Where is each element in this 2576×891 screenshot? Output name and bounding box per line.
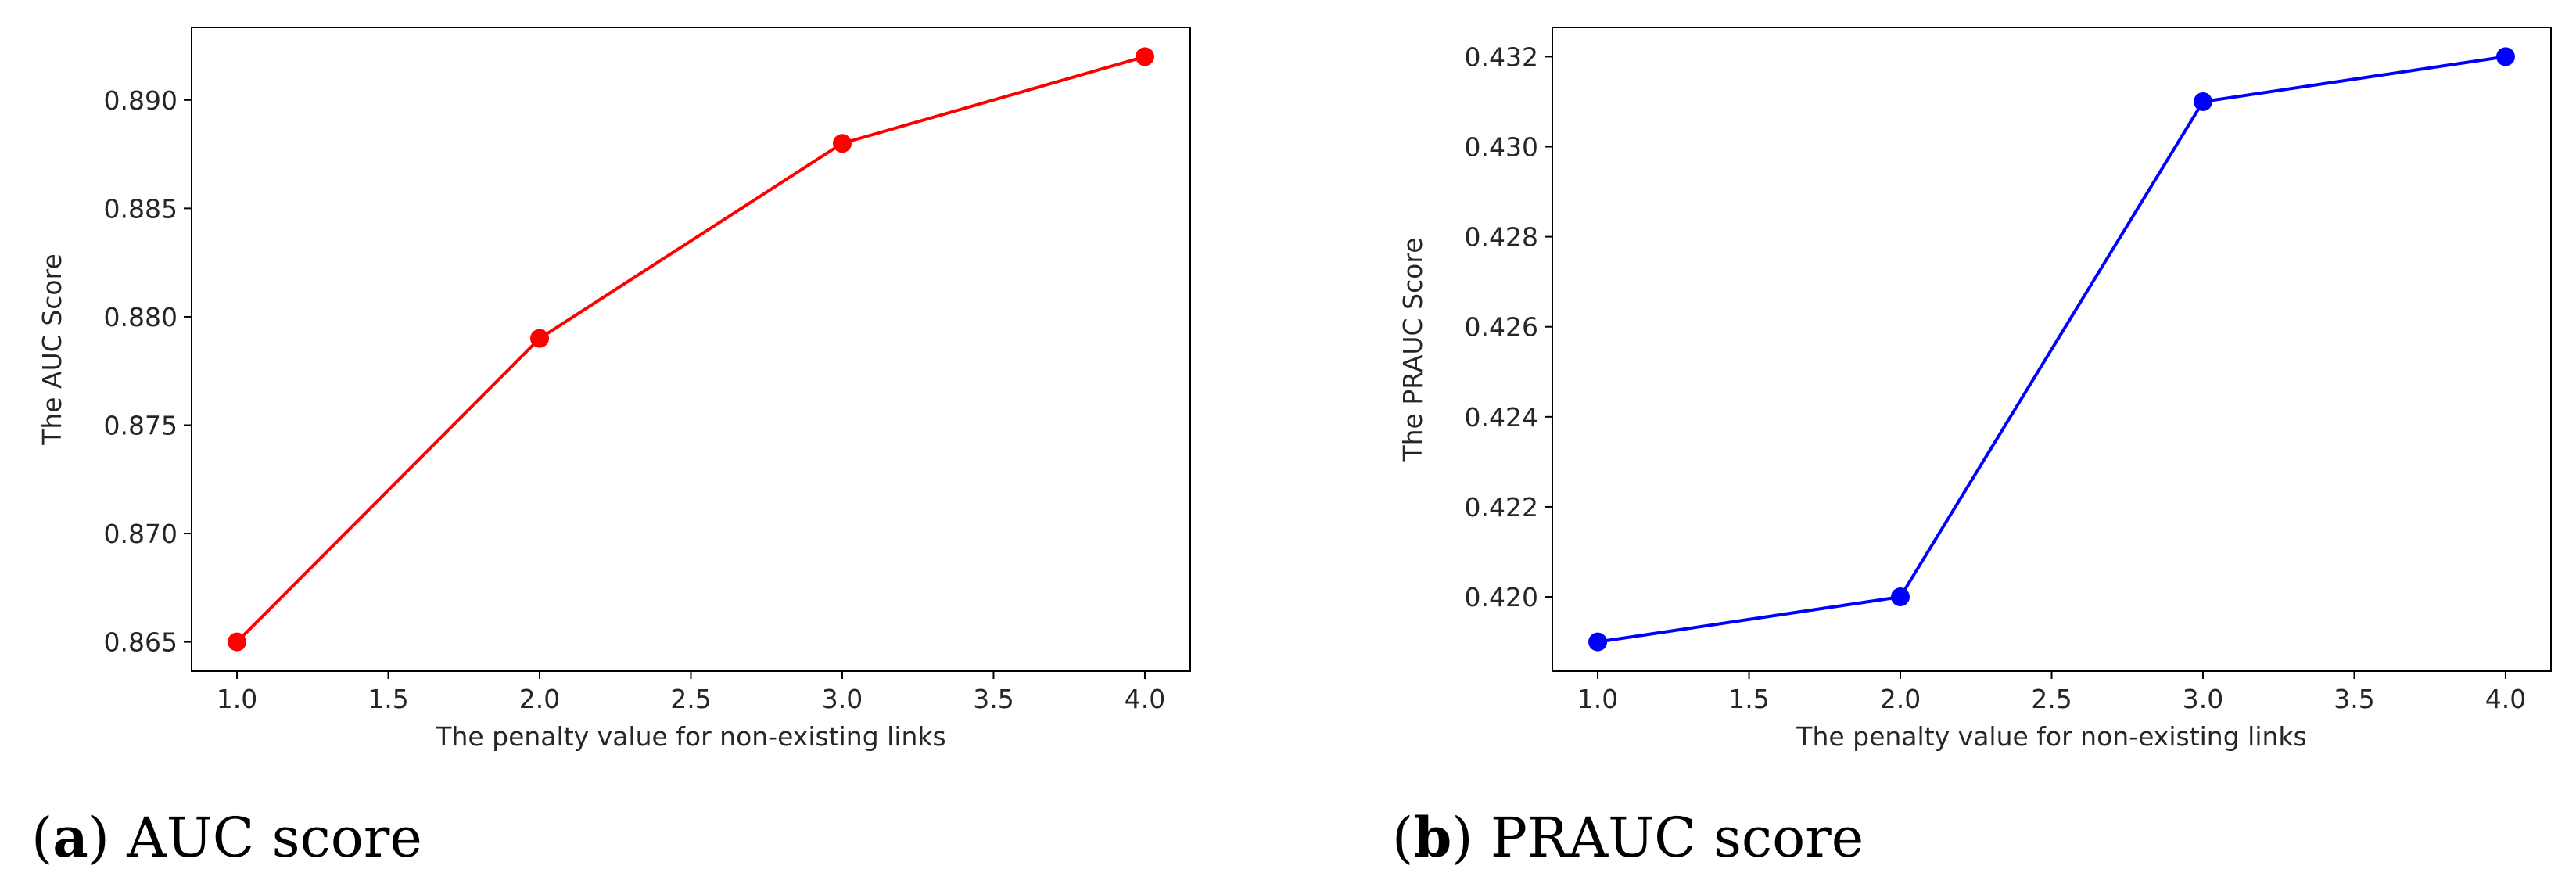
x-tick-label: 2.5 (670, 684, 711, 714)
x-axis-label: The penalty value for non-existing links (435, 721, 945, 752)
x-tick-label: 1.5 (1728, 684, 1769, 714)
x-tick-label: 1.0 (217, 684, 257, 714)
x-tick-label: 4.0 (1125, 684, 1165, 714)
caption-open-paren: ( (31, 806, 52, 870)
x-tick-label: 3.5 (2334, 684, 2374, 714)
x-tick-label: 4.0 (2485, 684, 2526, 714)
y-axis-label: The AUC Score (37, 253, 67, 446)
axes-frame (191, 27, 1191, 672)
caption-text: AUC score (126, 806, 422, 870)
caption-close-paren: ) (1451, 806, 1491, 870)
data-point (832, 134, 852, 153)
subfigure-caption: (b) PRAUC score (1392, 805, 1864, 870)
caption-open-paren: ( (1392, 806, 1413, 870)
data-point (2495, 47, 2515, 66)
x-tick-label: 3.5 (973, 684, 1014, 714)
series-line (1597, 55, 2506, 644)
x-tick-label: 1.0 (1577, 684, 1618, 714)
data-point (228, 632, 247, 652)
data-point (2193, 92, 2212, 111)
x-tick-label: 3.0 (2183, 684, 2223, 714)
caption-text: PRAUC score (1491, 806, 1864, 870)
x-tick-label: 2.0 (519, 684, 560, 714)
y-tick-label: 0.870 (104, 519, 178, 549)
y-axis-label: The PRAUC Score (1397, 237, 1428, 462)
y-tick-label: 0.875 (104, 410, 178, 440)
y-tick-label: 0.428 (1465, 222, 1538, 253)
series-line (235, 55, 1146, 644)
data-point (1891, 587, 1910, 607)
caption-close-paren: ) (88, 806, 127, 870)
y-tick-label: 0.890 (104, 85, 178, 116)
x-tick-label: 2.5 (2031, 684, 2072, 714)
caption-letter: a (52, 805, 88, 870)
x-tick-label: 3.0 (822, 684, 863, 714)
caption-letter: b (1413, 805, 1451, 870)
chart-auc: 1.0 1.5 2.0 2.5 3.0 3.5 4.0 0.865 0.870 0.875 0.88… (31, 27, 1191, 870)
y-tick-label: 0.430 (1465, 132, 1538, 163)
y-tick-label: 0.422 (1465, 492, 1538, 523)
data-point (1588, 632, 1608, 652)
y-tick-label: 0.420 (1465, 582, 1538, 613)
chart-prauc: 1.0 1.5 2.0 2.5 3.0 3.5 4.0 0.420 0.422 0.424 0.42… (1392, 27, 2552, 870)
y-tick-label: 0.885 (104, 193, 178, 224)
x-axis-label: The penalty value for non-existing links (1796, 721, 2306, 752)
subfigure-caption: (a) AUC score (31, 805, 422, 870)
data-point (1135, 47, 1154, 66)
y-tick-label: 0.426 (1465, 312, 1538, 343)
y-tick-label: 0.432 (1465, 41, 1538, 72)
x-tick-label: 1.5 (368, 684, 408, 714)
data-point (530, 329, 550, 348)
y-tick-label: 0.880 (104, 302, 178, 332)
y-tick-label: 0.424 (1465, 402, 1538, 433)
y-tick-label: 0.865 (104, 627, 178, 658)
x-tick-label: 2.0 (1880, 684, 1921, 714)
